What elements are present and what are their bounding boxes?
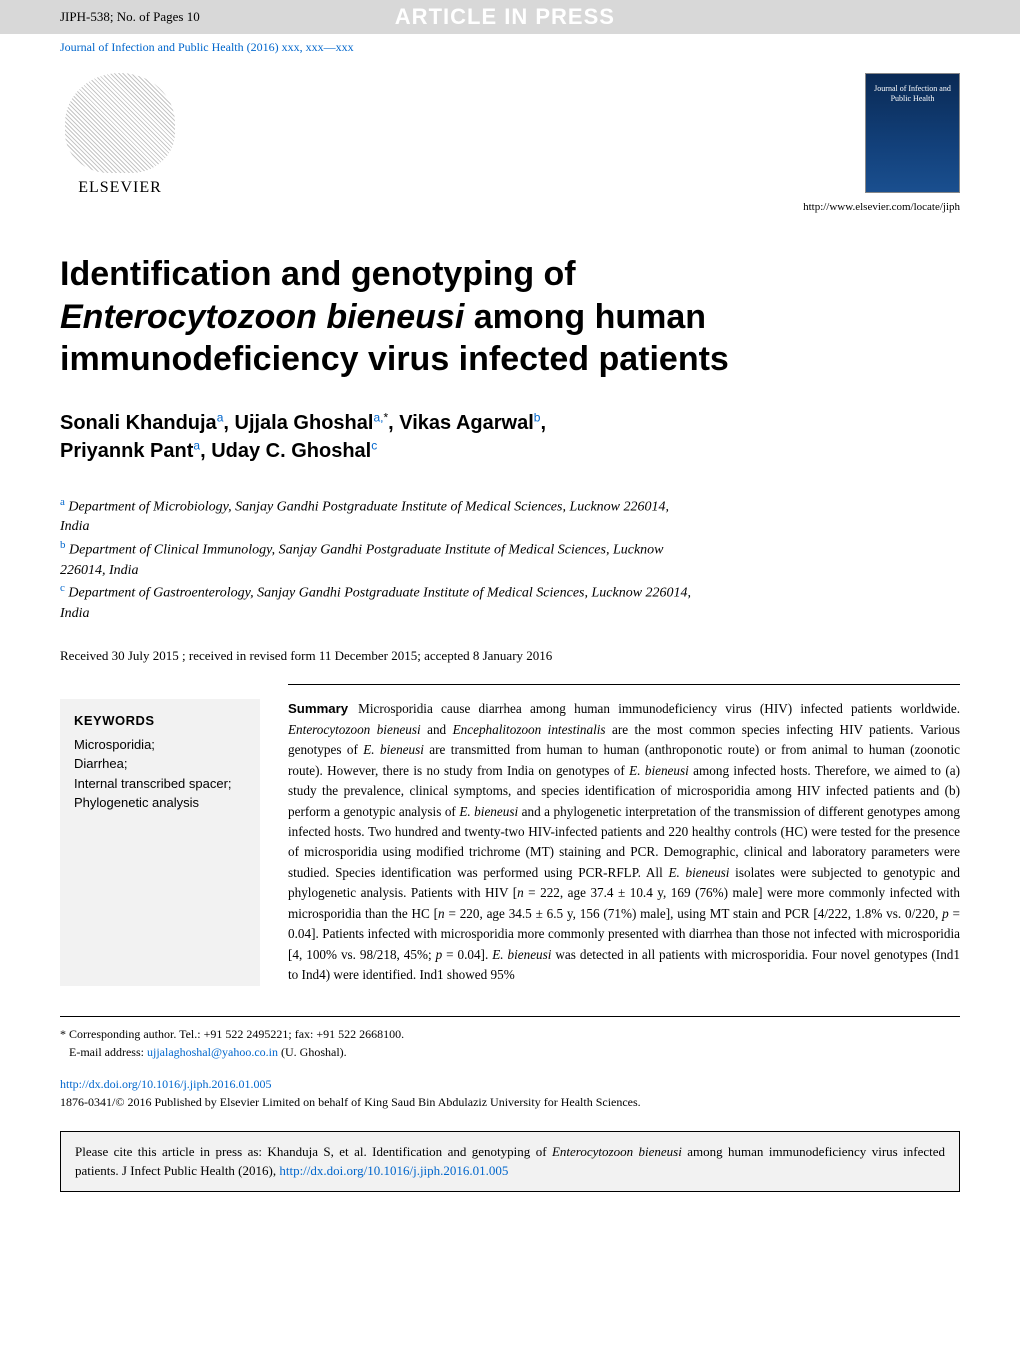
corresponding-author: * Corresponding author. Tel.: +91 522 24… <box>60 1025 960 1043</box>
author-1: Sonali Khanduja <box>60 412 217 434</box>
banner-left: JIPH-538; No. of Pages 10 <box>60 9 200 25</box>
copyright-line: 1876-0341/© 2016 Published by Elsevier L… <box>60 1093 960 1111</box>
cover-thumb-text: Journal of Infection and Public Health <box>870 84 955 103</box>
citation-box: Please cite this article in press as: Kh… <box>60 1131 960 1192</box>
keyword-item: Diarrhea; <box>74 754 246 774</box>
citation-doi-link[interactable]: http://dx.doi.org/10.1016/j.jiph.2016.01… <box>279 1163 508 1178</box>
rule-top <box>288 684 960 685</box>
keywords-box: KEYWORDS Microsporidia; Diarrhea; Intern… <box>60 699 260 985</box>
author-3: Vikas Agarwal <box>399 412 534 434</box>
article-title: Identification and genotyping of Enteroc… <box>60 253 960 381</box>
email-link[interactable]: ujjalaghoshal@yahoo.co.in <box>147 1045 278 1059</box>
affil-b: b Department of Clinical Immunology, San… <box>60 538 700 581</box>
affil-c: c Department of Gastroenterology, Sanjay… <box>60 581 700 624</box>
doi-link[interactable]: http://dx.doi.org/10.1016/j.jiph.2016.01… <box>60 1077 271 1091</box>
abstract-text: SummaryMicrosporidia cause diarrhea amon… <box>288 699 960 985</box>
affil-a: a Department of Microbiology, Sanjay Gan… <box>60 495 700 538</box>
elsevier-label: ELSEVIER <box>60 179 180 197</box>
journal-cover-block: Journal of Infection and Public Health h… <box>803 73 960 213</box>
keyword-item: Microsporidia; <box>74 735 246 755</box>
abstract-body: Microsporidia cause diarrhea among human… <box>288 701 960 982</box>
summary-label: Summary <box>288 701 348 716</box>
journal-ref-link[interactable]: Journal of Infection and Public Health (… <box>60 40 354 54</box>
author-5: Uday C. Ghoshal <box>211 440 371 462</box>
header-row: ELSEVIER Journal of Infection and Public… <box>60 73 960 213</box>
keywords-head: KEYWORDS <box>74 711 246 731</box>
received-dates: Received 30 July 2015 ; received in revi… <box>60 648 960 664</box>
journal-reference: Journal of Infection and Public Health (… <box>60 40 960 55</box>
author-2: Ujjala Ghoshal <box>235 412 374 434</box>
abstract-row: KEYWORDS Microsporidia; Diarrhea; Intern… <box>60 699 960 985</box>
banner-center: ARTICLE IN PRESS <box>200 4 810 30</box>
journal-cover-thumb: Journal of Infection and Public Health <box>865 73 960 193</box>
authors: Sonali Khandujaa, Ujjala Ghoshala,*, Vik… <box>60 409 960 465</box>
footnotes: * Corresponding author. Tel.: +91 522 24… <box>60 1016 960 1061</box>
keyword-item: Internal transcribed spacer; <box>74 774 246 794</box>
locate-url: http://www.elsevier.com/locate/jiph <box>803 201 960 213</box>
affiliations: a Department of Microbiology, Sanjay Gan… <box>60 495 700 625</box>
keyword-item: Phylogenetic analysis <box>74 793 246 813</box>
email-line: E-mail address: ujjalaghoshal@yahoo.co.i… <box>60 1043 960 1061</box>
elsevier-tree-icon <box>65 73 175 173</box>
elsevier-logo-block: ELSEVIER <box>60 73 180 197</box>
article-in-press-banner: JIPH-538; No. of Pages 10 ARTICLE IN PRE… <box>0 0 1020 34</box>
author-4: Priyannk Pant <box>60 440 193 462</box>
doi-block: http://dx.doi.org/10.1016/j.jiph.2016.01… <box>60 1075 960 1111</box>
